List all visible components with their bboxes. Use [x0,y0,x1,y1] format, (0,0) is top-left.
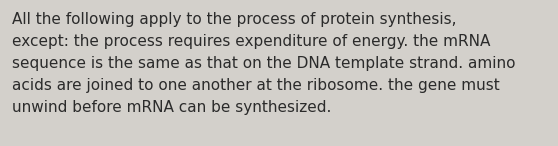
Text: unwind before mRNA can be synthesized.: unwind before mRNA can be synthesized. [12,100,331,115]
Text: except: the process requires expenditure of energy. the mRNA: except: the process requires expenditure… [12,34,490,49]
Text: All the following apply to the process of protein synthesis,: All the following apply to the process o… [12,12,456,27]
Text: sequence is the same as that on the DNA template strand. amino: sequence is the same as that on the DNA … [12,56,516,71]
Text: acids are joined to one another at the ribosome. the gene must: acids are joined to one another at the r… [12,78,500,93]
